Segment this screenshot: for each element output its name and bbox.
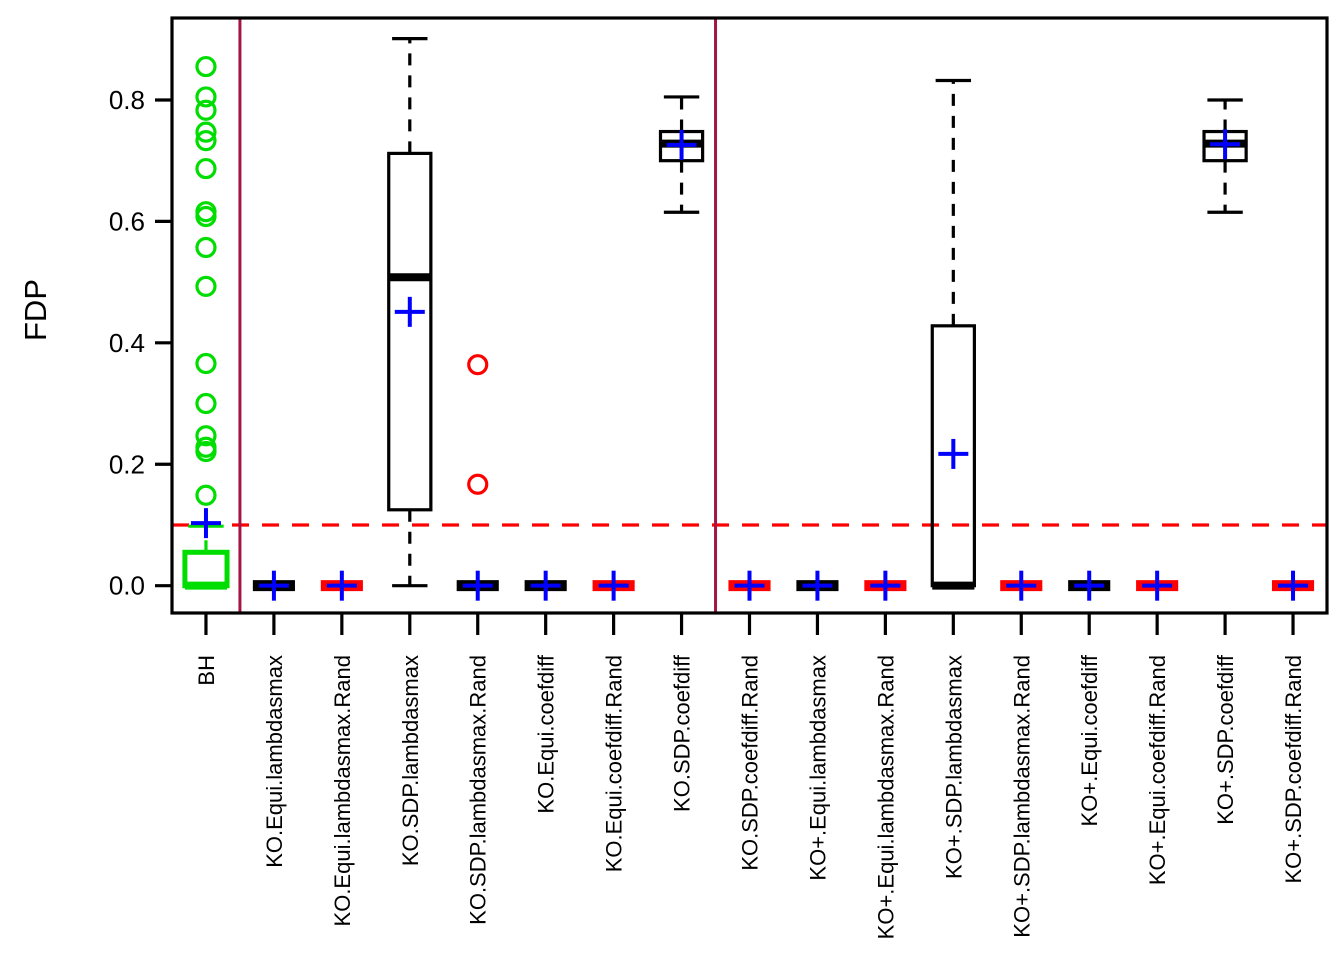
boxplot-BH xyxy=(182,55,230,590)
x-category-label-KO.Equi.lambdasmax.Rand: KO.Equi.lambdasmax.Rand xyxy=(330,655,355,926)
x-category-label-KO.SDP.coefdiff.Rand: KO.SDP.coefdiff.Rand xyxy=(738,655,763,871)
x-category-label-KO+.Equi.coefdiff: KO+.Equi.coefdiff xyxy=(1077,654,1102,826)
x-category-label-KO.Equi.coefdiff.Rand: KO.Equi.coefdiff.Rand xyxy=(602,655,627,872)
boxplot-KO+.SDP.lambdasmax.Rand xyxy=(1000,570,1043,601)
outlier-point xyxy=(195,86,217,108)
group-separators xyxy=(238,18,718,613)
x-category-label-KO+.Equi.lambdasmax: KO+.Equi.lambdasmax xyxy=(805,655,830,881)
outlier-point xyxy=(195,484,217,506)
boxplot-KO.SDP.coefdiff xyxy=(658,95,705,214)
outlier-point xyxy=(195,440,217,463)
iqr-box xyxy=(387,151,433,512)
outlier-point xyxy=(195,205,217,228)
x-category-label-KO+.SDP.coefdiff.Rand: KO+.SDP.coefdiff.Rand xyxy=(1281,655,1306,884)
y-tick-label: 0.0 xyxy=(109,571,145,601)
boxplot-KO+.SDP.coefdiff.Rand xyxy=(1271,570,1315,601)
outlier-point xyxy=(195,392,217,415)
mean-cross xyxy=(1278,570,1309,601)
x-category-label-KO+.Equi.lambdasmax.Rand: KO+.Equi.lambdasmax.Rand xyxy=(873,655,898,939)
x-category-label-KO+.Equi.coefdiff.Rand: KO+.Equi.coefdiff.Rand xyxy=(1145,655,1170,885)
y-tick-label: 0.6 xyxy=(109,206,145,236)
x-category-label-KO.SDP.coefdiff: KO.SDP.coefdiff xyxy=(670,654,695,812)
x-category-label-KO.Equi.coefdiff: KO.Equi.coefdiff xyxy=(534,654,559,813)
y-axis-ticks xyxy=(155,98,172,588)
boxplot-KO+.SDP.coefdiff xyxy=(1202,98,1248,214)
x-axis-category-labels: BH KO.Equi.lambdasmax KO.Equi.lambdasmax.R… xyxy=(194,654,1306,939)
boxplot-KO.Equi.coefdiff xyxy=(524,570,567,601)
y-tick-label: 0.2 xyxy=(109,449,145,479)
mean-cross xyxy=(394,296,425,327)
boxplot-KO+.Equi.coefdiff xyxy=(1068,570,1111,601)
x-category-label-KO.Equi.lambdasmax: KO.Equi.lambdasmax xyxy=(262,655,287,868)
outlier-point xyxy=(195,130,217,152)
y-tick-label: 0.8 xyxy=(109,85,145,115)
boxplot-series xyxy=(182,37,1315,601)
boxplot-KO+.Equi.lambdasmax xyxy=(796,570,839,601)
outlier-point xyxy=(195,425,217,447)
mean-cross xyxy=(462,570,493,601)
boxplot-KO.SDP.lambdasmax.Rand xyxy=(456,354,499,601)
x-category-label-BH: BH xyxy=(194,655,219,686)
outlier-point xyxy=(195,236,217,259)
boxplot-KO.Equi.lambdasmax.Rand xyxy=(320,570,363,601)
outlier-point xyxy=(195,121,217,143)
y-tick-label: 0.4 xyxy=(109,328,145,358)
x-category-label-KO+.SDP.lambdasmax: KO+.SDP.lambdasmax xyxy=(941,655,966,879)
outlier-point xyxy=(195,55,217,78)
mean-cross xyxy=(258,570,289,601)
mean-cross xyxy=(1142,570,1173,601)
outlier-point xyxy=(195,99,217,121)
mean-cross xyxy=(734,570,765,601)
boxplot-KO+.SDP.lambdasmax xyxy=(930,78,976,590)
outlier-point xyxy=(195,275,217,297)
boxplot-KO+.Equi.lambdasmax.Rand xyxy=(864,570,907,601)
x-axis-ticks xyxy=(204,613,1295,635)
outlier-point xyxy=(195,157,217,180)
y-axis-tick-labels: 0.0 0.2 0.4 0.6 0.8 xyxy=(109,85,145,601)
boxplot-KO+.Equi.coefdiff.Rand xyxy=(1136,570,1179,601)
mean-cross xyxy=(666,129,697,160)
mean-cross xyxy=(870,570,901,601)
mean-cross xyxy=(530,570,561,601)
boxplot-KO.SDP.lambdasmax xyxy=(387,37,433,588)
mean-cross xyxy=(1006,570,1037,601)
boxplot-KO.SDP.coefdiff.Rand xyxy=(728,570,771,601)
x-category-label-KO+.SDP.lambdasmax.Rand: KO+.SDP.lambdasmax.Rand xyxy=(1009,655,1034,938)
mean-cross xyxy=(802,570,833,601)
mean-cross xyxy=(1074,570,1105,601)
mean-cross xyxy=(326,570,357,601)
x-category-label-KO+.SDP.coefdiff: KO+.SDP.coefdiff xyxy=(1213,654,1238,825)
x-category-label-KO.SDP.lambdasmax.Rand: KO.SDP.lambdasmax.Rand xyxy=(466,655,491,925)
y-axis-title: FDP xyxy=(18,279,53,341)
boxplot-KO.Equi.lambdasmax xyxy=(252,570,295,601)
boxplot-KO.Equi.coefdiff.Rand xyxy=(592,570,635,601)
outlier-point xyxy=(195,352,217,375)
outlier-point xyxy=(467,354,489,376)
mean-cross xyxy=(938,438,969,469)
mean-cross xyxy=(598,570,629,601)
outlier-point xyxy=(467,473,489,495)
mean-cross xyxy=(190,508,221,539)
mean-cross xyxy=(1210,129,1241,160)
x-category-label-KO.SDP.lambdasmax: KO.SDP.lambdasmax xyxy=(398,655,423,866)
